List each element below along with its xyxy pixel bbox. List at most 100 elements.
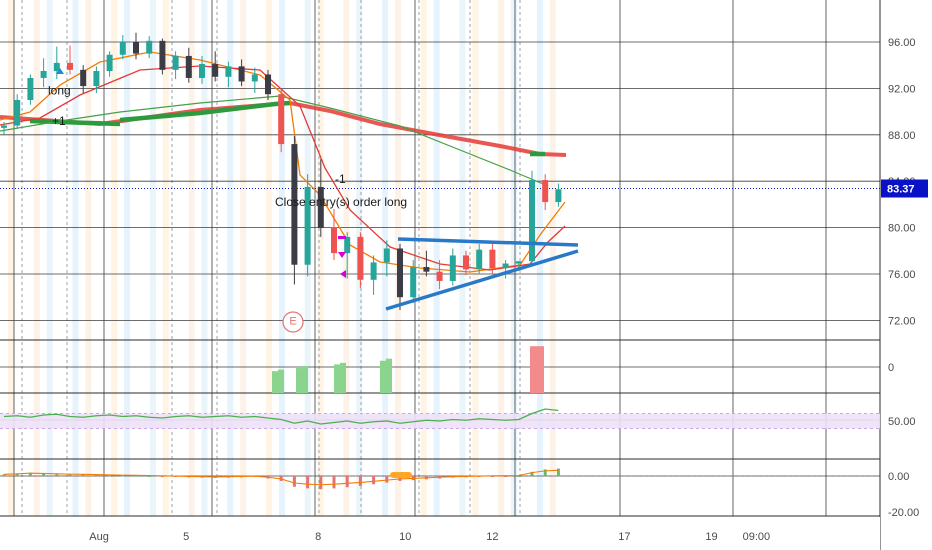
session-stripe: [33, 0, 40, 516]
macd-histogram-bar: [15, 473, 19, 476]
histogram-green-bar: [380, 360, 386, 393]
candle-body: [14, 100, 21, 126]
current-price-label: 83.37: [887, 184, 915, 196]
macd-histogram-bar: [504, 476, 508, 477]
rsi-tick-label: 50.00: [888, 416, 916, 428]
rsi-line: [3, 408, 559, 425]
candle-body: [238, 66, 245, 82]
time-axis: [0, 517, 880, 550]
session-stripe: [536, 0, 543, 516]
session-stripe: [124, 0, 131, 516]
candle-body: [106, 54, 113, 71]
candle-body: [119, 42, 126, 55]
annotations: long +1 -1 Close entry(s) order long E: [48, 84, 407, 328]
price-axis: [881, 0, 932, 550]
price-tick-label: 96.00: [888, 37, 916, 49]
session-stripe: [111, 0, 118, 516]
macd-histogram-bar: [306, 476, 310, 489]
macd-histogram-bar: [292, 476, 296, 487]
trade-annotation: Close entry(s) order long: [275, 195, 407, 209]
candle-body: [317, 187, 324, 228]
macd-tick-label: 0.00: [888, 471, 909, 483]
exit-marker-icon: [340, 270, 346, 278]
rsi-panel: [0, 408, 880, 429]
candle-body: [529, 180, 535, 262]
slow-ma-green-segment: [29, 118, 121, 127]
macd-histogram-bar: [530, 471, 534, 476]
macd-histogram-bar: [2, 474, 6, 476]
candle-body: [199, 64, 205, 78]
candle-body: [515, 261, 522, 264]
candle-body: [212, 64, 219, 77]
candle-body: [67, 62, 73, 70]
macd-histogram-bar: [94, 474, 98, 476]
histogram-green-bar: [278, 369, 284, 393]
histogram-tick-label: 0: [888, 362, 894, 374]
session-stripe: [317, 0, 324, 516]
session-stripe: [498, 0, 505, 516]
trade-annotation: -1: [335, 172, 346, 186]
trade-annotation: long: [48, 84, 71, 98]
lower-trendline: [385, 249, 579, 311]
session-stripe: [72, 0, 79, 516]
session-stripe: [188, 0, 195, 516]
macd-histogram-bar: [372, 476, 376, 485]
session-stripe: [433, 0, 440, 516]
macd-histogram-bar: [160, 476, 164, 477]
macd-histogram-bar: [42, 473, 46, 476]
candle-body: [370, 262, 377, 280]
trade-annotation: +1: [52, 114, 66, 128]
candle-body: [436, 271, 443, 281]
price-panel: [0, 32, 880, 333]
candle-body: [410, 267, 417, 298]
candle-body: [172, 55, 179, 70]
session-stripe: [162, 0, 169, 516]
session-stripe: [85, 0, 92, 516]
time-tick-label: 09:00: [743, 531, 771, 543]
histogram-green-bar: [340, 362, 346, 393]
macd-histogram-bar: [28, 472, 32, 476]
session-stripe: [46, 0, 53, 516]
macd-histogram-bar: [55, 473, 59, 476]
candle-body: [291, 144, 298, 265]
time-tick-label: 12: [486, 531, 498, 543]
candle-body: [185, 55, 192, 78]
candle-body: [555, 189, 562, 203]
session-stripe: [278, 0, 285, 516]
macd-cross-marker: [390, 472, 412, 478]
session-stripe: [240, 0, 247, 516]
histogram-green-bar: [296, 368, 302, 393]
macd-signal-line: [3, 469, 559, 486]
session-stripe: [266, 0, 272, 516]
price-tick-label: 88.00: [888, 130, 916, 142]
candle-body: [331, 227, 337, 254]
candle-body: [80, 69, 87, 87]
time-tick-label: 5: [183, 531, 189, 543]
candle-body: [225, 66, 232, 77]
macd-histogram-bar: [147, 476, 151, 477]
mid-moving-average: [0, 65, 566, 271]
macd-histogram-bar: [81, 474, 85, 476]
candle-body: [146, 40, 153, 54]
candle-body: [278, 94, 285, 145]
candle-body: [53, 62, 60, 71]
macd-histogram-bar: [108, 475, 112, 477]
session-stripe: [511, 0, 518, 516]
candle-body: [344, 236, 351, 254]
upper-trendline: [397, 237, 579, 247]
time-tick-label: 17: [618, 531, 630, 543]
session-stripe: [343, 0, 350, 516]
macd-histogram-bar: [345, 476, 349, 488]
trade-annotation: E: [289, 315, 296, 327]
histogram-green-bar: [386, 358, 392, 393]
price-tick-label: 76.00: [888, 269, 916, 281]
histogram-red-bar: [530, 346, 544, 393]
session-stripes: [8, 0, 556, 516]
session-stripe: [201, 0, 208, 516]
session-stripe: [8, 0, 14, 516]
session-stripe: [149, 0, 156, 516]
macd-histogram-bar: [543, 469, 547, 476]
time-tick-label: 10: [399, 531, 411, 543]
candle-body: [357, 236, 364, 280]
